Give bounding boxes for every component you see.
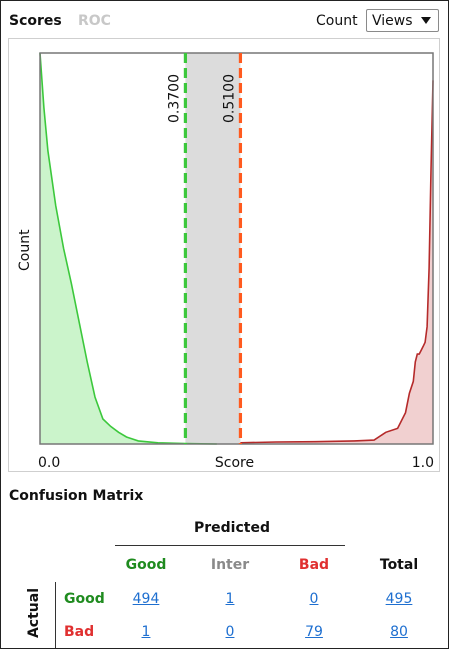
series-line-1	[240, 80, 434, 444]
cell-bad-total[interactable]: 80	[390, 624, 408, 640]
plot-frame	[39, 52, 434, 445]
cell-bad-bad[interactable]: 79	[305, 624, 323, 640]
cell-good-bad[interactable]: 0	[309, 591, 319, 607]
col-header-total: Total	[379, 557, 419, 573]
x-axis-label: Score	[215, 455, 254, 471]
x-tick-label-0: 0.0	[38, 455, 60, 471]
scores-chart-svg: 0.3700 0.5100 Count Score 0.0 1.0	[17, 52, 434, 471]
actual-divider	[55, 582, 56, 648]
confusion-matrix-title: Confusion Matrix	[9, 488, 144, 504]
threshold-label-1: 0.5100	[221, 74, 237, 123]
row-header-good: Good	[64, 591, 105, 607]
views-dropdown-label: Views	[372, 13, 413, 29]
predicted-divider	[115, 545, 345, 546]
actual-header-wrap: Actual	[24, 583, 44, 643]
series-line-0	[39, 52, 217, 445]
views-dropdown[interactable]: Views	[366, 9, 439, 32]
threshold-band	[185, 53, 241, 444]
col-header-good: Good	[125, 557, 167, 573]
row-header-bad: Bad	[64, 624, 95, 640]
col-header-bad: Bad	[298, 557, 330, 573]
tab-scores[interactable]: Scores	[9, 13, 62, 29]
scores-chart: 0.3700 0.5100 Count Score 0.0 1.0	[8, 38, 440, 472]
predicted-header: Predicted	[194, 520, 270, 536]
cell-bad-good[interactable]: 1	[141, 624, 151, 640]
cell-bad-inter[interactable]: 0	[225, 624, 235, 640]
actual-header: Actual	[26, 587, 42, 639]
chevron-down-icon	[421, 17, 431, 24]
series-area-1	[240, 80, 433, 445]
count-label: Count	[316, 13, 358, 29]
cell-good-total[interactable]: 495	[385, 591, 413, 607]
y-axis-label: Count	[17, 229, 33, 271]
x-tick-label-1: 1.0	[412, 455, 434, 471]
series-area-0	[40, 53, 217, 444]
col-header-inter: Inter	[210, 557, 250, 573]
cell-good-inter[interactable]: 1	[225, 591, 235, 607]
tab-roc[interactable]: ROC	[78, 13, 111, 29]
threshold-label-0: 0.3700	[166, 74, 182, 123]
cell-good-good[interactable]: 494	[132, 591, 160, 607]
